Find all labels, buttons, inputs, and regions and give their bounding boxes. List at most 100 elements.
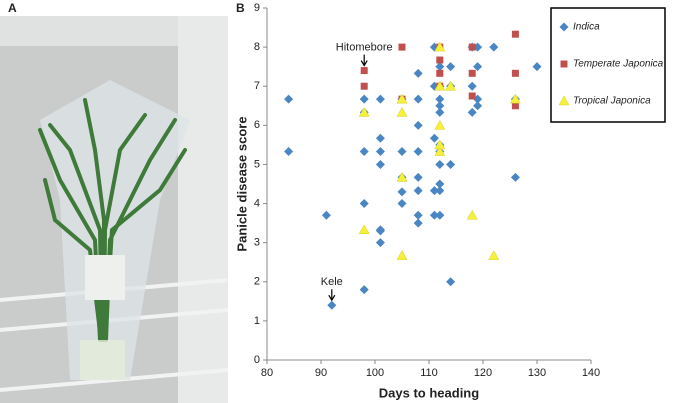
marker-diamond	[327, 300, 337, 310]
x-tick-label: 90	[315, 367, 327, 379]
marker-diamond	[321, 210, 331, 220]
marker-diamond	[467, 107, 477, 117]
marker-triangle	[358, 106, 370, 117]
chart: 0 1 2 3 4 5 6 7 8 9 80 90 100 110 120 130 140 Days to hea…	[234, 2, 666, 400]
marker-diamond	[375, 94, 385, 104]
marker-diamond	[559, 22, 569, 32]
marker-diamond	[413, 210, 423, 220]
marker-diamond	[435, 159, 445, 169]
marker-triangle	[558, 95, 570, 106]
marker-square	[511, 69, 519, 77]
marker-diamond	[435, 94, 445, 104]
legend-label: Indica	[573, 22, 600, 33]
marker-diamond	[413, 186, 423, 196]
x-tick-label: 80	[261, 367, 273, 379]
marker-diamond	[375, 226, 385, 236]
marker-diamond	[359, 147, 369, 157]
marker-diamond	[359, 199, 369, 209]
marker-diamond	[473, 101, 483, 111]
legend-box	[550, 7, 666, 123]
annotation-arrowhead	[360, 60, 368, 67]
x-tick-label: 140	[582, 367, 600, 379]
marker-diamond	[435, 101, 445, 111]
marker-diamond	[446, 277, 456, 287]
marker-diamond	[473, 62, 483, 72]
marker-triangle	[434, 80, 446, 91]
marker-diamond	[284, 147, 294, 157]
x-tick-label: 120	[474, 367, 492, 379]
y-tick-label: 8	[254, 41, 260, 53]
marker-triangle	[466, 209, 478, 220]
marker-diamond	[375, 133, 385, 143]
marker-square	[511, 102, 519, 110]
marker-diamond	[429, 186, 439, 196]
marker-diamond	[510, 172, 520, 182]
y-tick-label: 4	[254, 197, 260, 209]
marker-diamond	[375, 238, 385, 248]
y-axis-label: Panicle disease score	[234, 116, 249, 251]
y-tick-label: 3	[254, 237, 260, 249]
marker-diamond	[413, 218, 423, 228]
photo-tie	[85, 255, 125, 300]
marker-square	[436, 69, 444, 77]
photo	[0, 16, 229, 403]
marker-diamond	[359, 285, 369, 295]
panel-label: A	[8, 1, 17, 15]
y-tick-label: 9	[254, 2, 260, 14]
marker-diamond	[397, 187, 407, 197]
x-tick-label: 100	[366, 367, 384, 379]
photo-wall	[178, 16, 228, 403]
marker-square	[436, 56, 444, 64]
y-tick-label: 5	[254, 158, 260, 170]
marker-diamond	[397, 147, 407, 157]
marker-diamond	[413, 68, 423, 78]
marker-diamond	[375, 147, 385, 157]
legend-label: Temperate Japonica	[573, 59, 664, 70]
marker-diamond	[397, 199, 407, 209]
marker-square	[468, 92, 476, 100]
y-tick-label: 0	[254, 354, 260, 366]
marker-diamond	[435, 179, 445, 189]
panel-label: B	[236, 1, 245, 15]
marker-triangle	[434, 41, 446, 52]
marker-square	[511, 30, 519, 38]
marker-triangle	[396, 106, 408, 117]
marker-triangle	[434, 119, 446, 130]
marker-square	[398, 43, 406, 51]
marker-square	[468, 43, 476, 51]
marker-triangle	[445, 80, 457, 91]
annotation-arrowhead	[328, 294, 336, 302]
marker-diamond	[284, 94, 294, 104]
marker-diamond	[532, 62, 542, 72]
marker-diamond	[435, 186, 445, 196]
marker-diamond	[375, 159, 385, 169]
marker-triangle	[434, 146, 446, 156]
annotation: Hitomebore	[336, 41, 393, 53]
y-tick-label: 6	[254, 119, 260, 131]
marker-diamond	[413, 120, 423, 130]
marker-diamond	[435, 210, 445, 220]
x-tick-label: 130	[528, 367, 546, 379]
marker-triangle	[358, 224, 370, 235]
marker-diamond	[435, 62, 445, 72]
y-tick-label: 1	[254, 315, 260, 327]
x-tick-label: 110	[420, 367, 438, 379]
marker-diamond	[429, 210, 439, 220]
marker-triangle	[434, 139, 446, 150]
photo-vase	[80, 340, 125, 380]
marker-triangle	[396, 250, 408, 260]
marker-diamond	[489, 42, 499, 52]
marker-diamond	[467, 81, 477, 91]
marker-diamond	[446, 62, 456, 72]
marker-diamond	[359, 94, 369, 104]
marker-triangle	[488, 250, 500, 260]
marker-square	[360, 82, 368, 90]
annotation: Kele	[321, 276, 343, 288]
marker-diamond	[413, 94, 423, 104]
marker-triangle	[396, 93, 408, 104]
y-tick-label: 2	[254, 276, 260, 288]
marker-diamond	[435, 107, 445, 117]
marker-square	[560, 60, 568, 68]
y-tick-label: 7	[254, 80, 260, 92]
